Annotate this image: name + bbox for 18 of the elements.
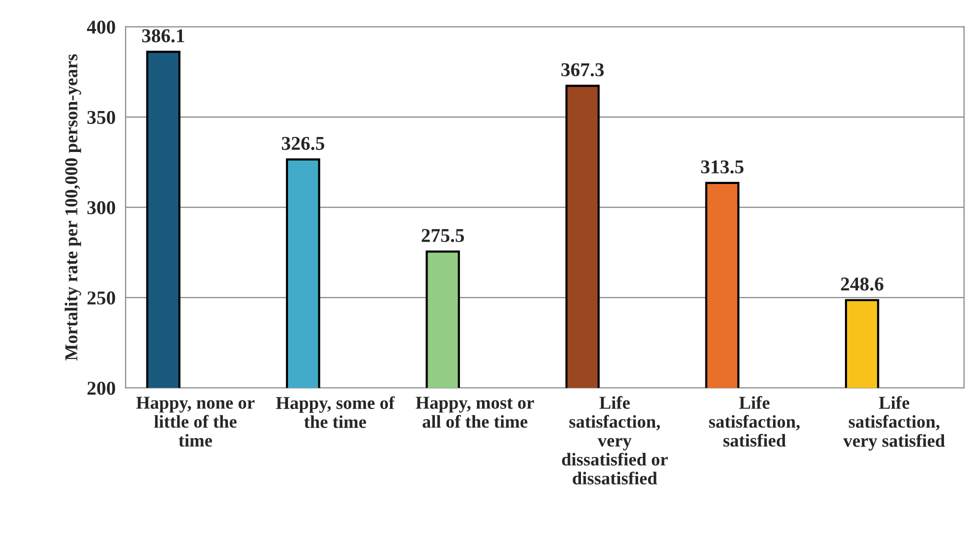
x-tick-label: Happy, some of the time <box>276 396 395 428</box>
x-tick-label: Life satisfaction, very satisfied <box>843 396 945 451</box>
data-label: 386.1 <box>142 29 184 42</box>
data-label: 367.3 <box>561 63 604 76</box>
y-tick-label: 300 <box>87 201 116 214</box>
y-tick-label: 400 <box>86 20 116 34</box>
y-tick-label: 350 <box>87 110 116 124</box>
y-tick-label: 250 <box>88 291 116 305</box>
x-tick-label: Happy, none or little of the time <box>136 396 255 447</box>
data-label: 275.5 <box>422 228 464 242</box>
x-tick-label: Happy, most or all of the time <box>416 396 534 428</box>
y-tick-label: 200 <box>88 382 116 395</box>
data-label: 326.5 <box>282 136 324 150</box>
x-tick-label: Life satisfaction, satisfied <box>709 396 800 447</box>
y-axis-title: Mortality rate per 100,000 person-years <box>64 54 82 361</box>
data-label: 313.5 <box>701 160 744 174</box>
data-label: 248.6 <box>840 277 884 291</box>
x-tick-label: Life satisfaction, very dissatisfied or dissatisfied <box>562 396 668 484</box>
